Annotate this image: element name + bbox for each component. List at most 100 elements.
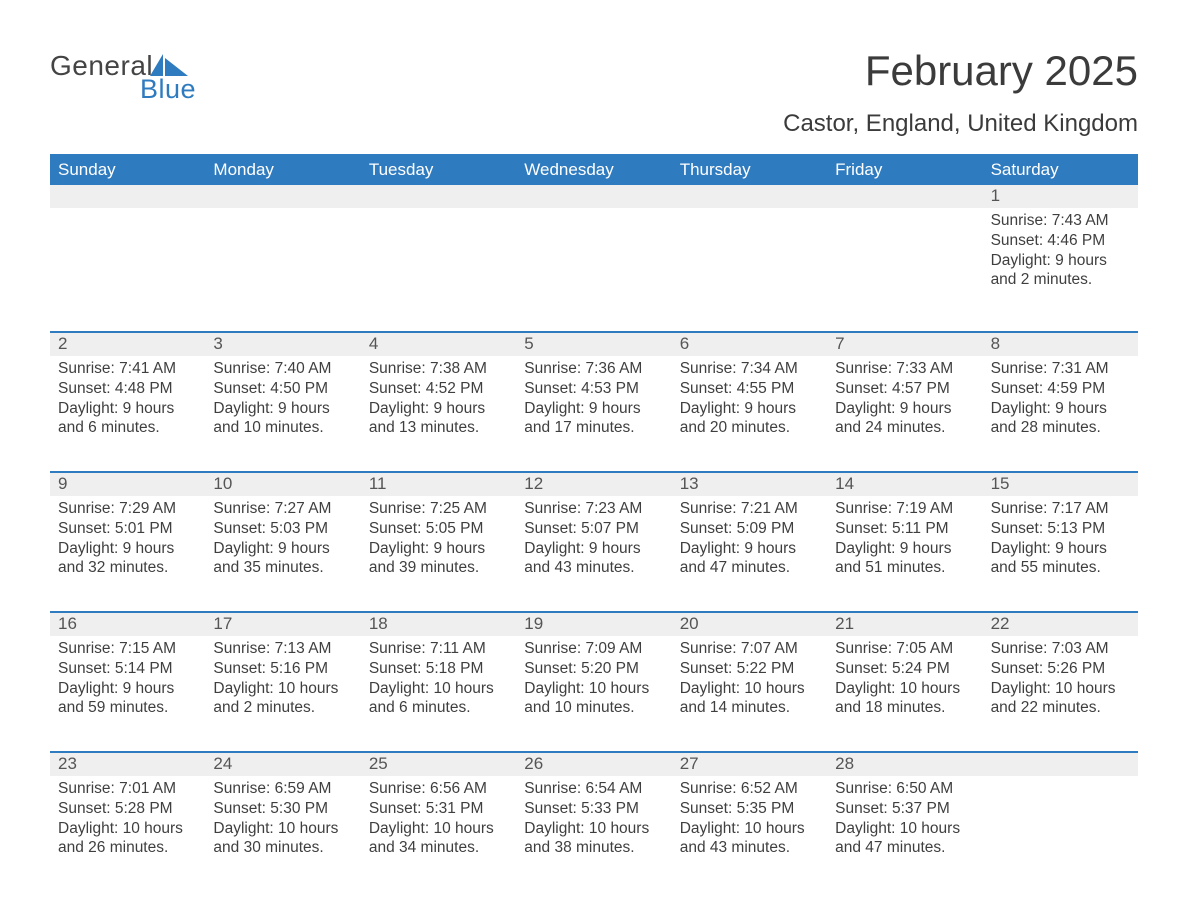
- day-daylight: Daylight: 10 hours and 43 minutes.: [680, 819, 819, 859]
- day-daylight: Daylight: 10 hours and 18 minutes.: [835, 679, 974, 719]
- day-number: 8: [991, 334, 1000, 353]
- day-daylight: Daylight: 10 hours and 26 minutes.: [58, 819, 197, 859]
- week-gap: [50, 451, 1138, 471]
- day-number-cell: [516, 185, 671, 208]
- day-daylight: Daylight: 10 hours and 34 minutes.: [369, 819, 508, 859]
- day-info-cell: Sunrise: 7:01 AMSunset: 5:28 PMDaylight:…: [50, 776, 205, 871]
- day-info-cell: Sunrise: 7:05 AMSunset: 5:24 PMDaylight:…: [827, 636, 982, 731]
- day-info-row: Sunrise: 7:15 AMSunset: 5:14 PMDaylight:…: [50, 636, 1138, 731]
- day-daylight: Daylight: 9 hours and 47 minutes.: [680, 539, 819, 579]
- day-info-cell: Sunrise: 7:27 AMSunset: 5:03 PMDaylight:…: [205, 496, 360, 591]
- day-sunset: Sunset: 5:05 PM: [369, 519, 508, 539]
- day-info-cell: Sunrise: 6:59 AMSunset: 5:30 PMDaylight:…: [205, 776, 360, 871]
- day-sunset: Sunset: 4:59 PM: [991, 379, 1130, 399]
- day-daylight: Daylight: 9 hours and 6 minutes.: [58, 399, 197, 439]
- day-sunset: Sunset: 5:24 PM: [835, 659, 974, 679]
- day-sunset: Sunset: 5:33 PM: [524, 799, 663, 819]
- day-number: 5: [524, 334, 533, 353]
- day-number-cell: [983, 753, 1138, 776]
- day-header: Thursday: [672, 156, 827, 185]
- week-gap: [50, 311, 1138, 331]
- day-sunset: Sunset: 4:50 PM: [213, 379, 352, 399]
- day-number-cell: 17: [205, 613, 360, 636]
- day-info-cell: Sunrise: 7:41 AMSunset: 4:48 PMDaylight:…: [50, 356, 205, 451]
- day-daylight: Daylight: 10 hours and 30 minutes.: [213, 819, 352, 859]
- day-info-cell: Sunrise: 7:43 AMSunset: 4:46 PMDaylight:…: [983, 208, 1138, 311]
- day-daylight: Daylight: 10 hours and 14 minutes.: [680, 679, 819, 719]
- day-number-cell: 13: [672, 473, 827, 496]
- day-number-cell: 9: [50, 473, 205, 496]
- day-info-cell: Sunrise: 7:23 AMSunset: 5:07 PMDaylight:…: [516, 496, 671, 591]
- day-info-cell: [827, 208, 982, 311]
- day-sunset: Sunset: 5:30 PM: [213, 799, 352, 819]
- day-info-cell: [672, 208, 827, 311]
- day-sunset: Sunset: 5:16 PM: [213, 659, 352, 679]
- day-number-row: 232425262728: [50, 753, 1138, 776]
- day-daylight: Daylight: 9 hours and 55 minutes.: [991, 539, 1130, 579]
- day-info-cell: Sunrise: 7:34 AMSunset: 4:55 PMDaylight:…: [672, 356, 827, 451]
- day-sunset: Sunset: 5:20 PM: [524, 659, 663, 679]
- day-sunset: Sunset: 4:53 PM: [524, 379, 663, 399]
- day-sunrise: Sunrise: 6:59 AM: [213, 779, 352, 799]
- day-number-cell: [672, 185, 827, 208]
- day-sunset: Sunset: 5:03 PM: [213, 519, 352, 539]
- day-daylight: Daylight: 9 hours and 17 minutes.: [524, 399, 663, 439]
- day-sunset: Sunset: 5:26 PM: [991, 659, 1130, 679]
- day-number-cell: 15: [983, 473, 1138, 496]
- day-number: 26: [524, 754, 543, 773]
- day-number: 20: [680, 614, 699, 633]
- day-sunrise: Sunrise: 7:13 AM: [213, 639, 352, 659]
- day-daylight: Daylight: 10 hours and 10 minutes.: [524, 679, 663, 719]
- day-sunset: Sunset: 4:57 PM: [835, 379, 974, 399]
- day-number-cell: 19: [516, 613, 671, 636]
- day-header: Monday: [205, 156, 360, 185]
- day-daylight: Daylight: 9 hours and 32 minutes.: [58, 539, 197, 579]
- day-info-cell: Sunrise: 7:07 AMSunset: 5:22 PMDaylight:…: [672, 636, 827, 731]
- day-sunrise: Sunrise: 7:17 AM: [991, 499, 1130, 519]
- day-info-cell: Sunrise: 7:21 AMSunset: 5:09 PMDaylight:…: [672, 496, 827, 591]
- weeks-container: 1Sunrise: 7:43 AMSunset: 4:46 PMDaylight…: [50, 185, 1138, 871]
- day-sunrise: Sunrise: 6:52 AM: [680, 779, 819, 799]
- day-number-cell: 10: [205, 473, 360, 496]
- day-number: 14: [835, 474, 854, 493]
- day-sunset: Sunset: 4:52 PM: [369, 379, 508, 399]
- day-number-cell: 20: [672, 613, 827, 636]
- day-info-cell: Sunrise: 7:38 AMSunset: 4:52 PMDaylight:…: [361, 356, 516, 451]
- day-daylight: Daylight: 9 hours and 35 minutes.: [213, 539, 352, 579]
- day-number-cell: 22: [983, 613, 1138, 636]
- day-sunset: Sunset: 5:31 PM: [369, 799, 508, 819]
- day-sunrise: Sunrise: 7:03 AM: [991, 639, 1130, 659]
- day-sunset: Sunset: 5:28 PM: [58, 799, 197, 819]
- day-number: 16: [58, 614, 77, 633]
- month-title: February 2025: [783, 50, 1138, 92]
- day-sunset: Sunset: 5:37 PM: [835, 799, 974, 819]
- day-daylight: Daylight: 9 hours and 10 minutes.: [213, 399, 352, 439]
- day-header: Wednesday: [516, 156, 671, 185]
- day-info-cell: Sunrise: 7:29 AMSunset: 5:01 PMDaylight:…: [50, 496, 205, 591]
- day-number: 21: [835, 614, 854, 633]
- day-sunset: Sunset: 4:48 PM: [58, 379, 197, 399]
- day-sunrise: Sunrise: 7:34 AM: [680, 359, 819, 379]
- day-header: Friday: [827, 156, 982, 185]
- day-daylight: Daylight: 10 hours and 22 minutes.: [991, 679, 1130, 719]
- day-sunrise: Sunrise: 7:27 AM: [213, 499, 352, 519]
- day-number-cell: 3: [205, 333, 360, 356]
- day-info-row: Sunrise: 7:41 AMSunset: 4:48 PMDaylight:…: [50, 356, 1138, 451]
- day-number: 17: [213, 614, 232, 633]
- day-number: 2: [58, 334, 67, 353]
- day-info-row: Sunrise: 7:43 AMSunset: 4:46 PMDaylight:…: [50, 208, 1138, 311]
- day-info-cell: Sunrise: 7:17 AMSunset: 5:13 PMDaylight:…: [983, 496, 1138, 591]
- day-sunrise: Sunrise: 7:19 AM: [835, 499, 974, 519]
- day-info-cell: Sunrise: 6:52 AMSunset: 5:35 PMDaylight:…: [672, 776, 827, 871]
- day-sunset: Sunset: 5:18 PM: [369, 659, 508, 679]
- day-number: 27: [680, 754, 699, 773]
- day-info-cell: Sunrise: 7:33 AMSunset: 4:57 PMDaylight:…: [827, 356, 982, 451]
- day-info-cell: Sunrise: 7:25 AMSunset: 5:05 PMDaylight:…: [361, 496, 516, 591]
- day-number-cell: 18: [361, 613, 516, 636]
- day-number: 28: [835, 754, 854, 773]
- day-number-cell: 8: [983, 333, 1138, 356]
- day-number-cell: 14: [827, 473, 982, 496]
- day-sunset: Sunset: 5:22 PM: [680, 659, 819, 679]
- day-number-cell: 24: [205, 753, 360, 776]
- day-number-cell: 26: [516, 753, 671, 776]
